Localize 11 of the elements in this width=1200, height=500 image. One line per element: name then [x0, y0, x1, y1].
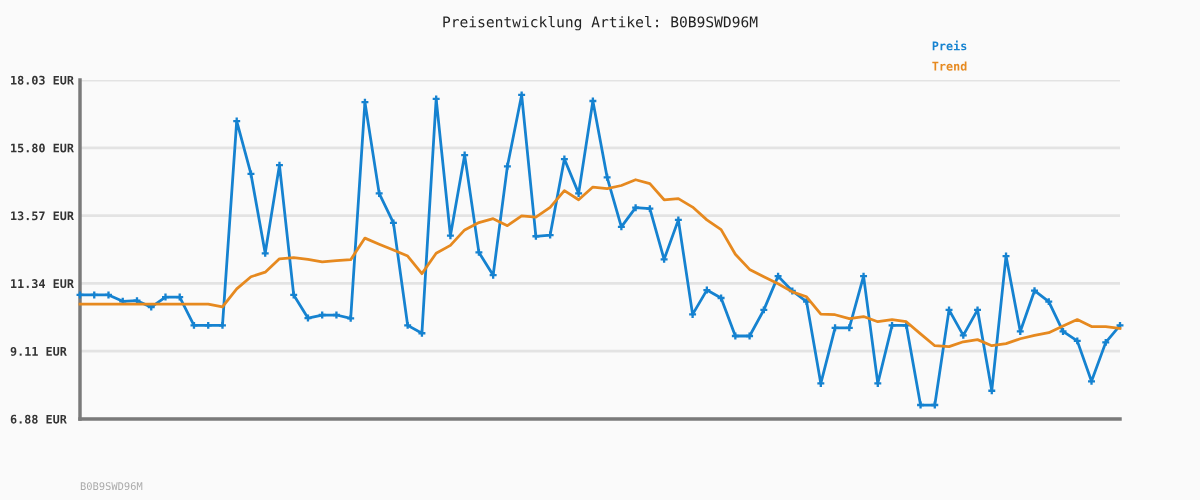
y-tick-label: 13.57 EUR [11, 211, 74, 221]
text: B0B9SWD96M [80, 482, 143, 491]
y-tick-label: 11.34 EUR [11, 279, 74, 289]
line-series [78, 178, 1122, 349]
y-tick-label: 6.88 EUR [10, 414, 67, 424]
y-tick-label: 15.80 EUR [11, 143, 74, 153]
chart-title: Preisentwicklung Artikel: B0B9SWD96M [443, 16, 758, 31]
y-tick-label: 9.11 EUR [10, 347, 67, 356]
y-tick-label: 18.03 EUR [11, 75, 74, 85]
text: Preis [932, 40, 967, 51]
text: Trend [932, 61, 967, 71]
